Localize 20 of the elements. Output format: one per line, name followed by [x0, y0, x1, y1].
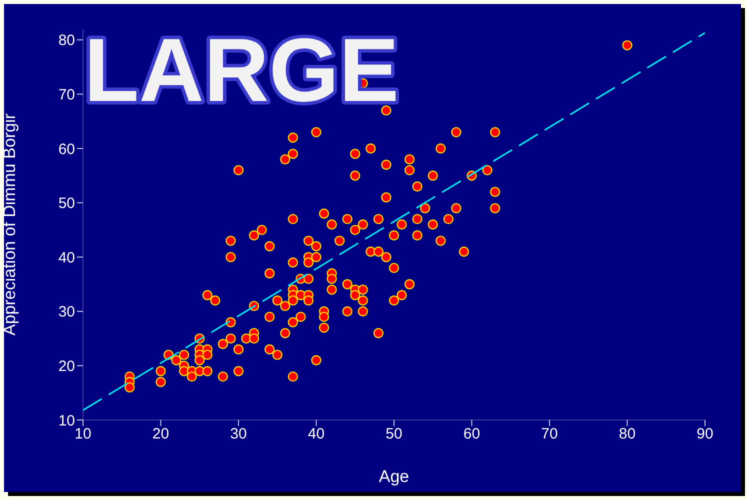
- y-tick-label: 30: [58, 304, 75, 321]
- x-tick-label: 20: [152, 426, 170, 443]
- x-axis-title: Age: [378, 467, 410, 486]
- x-tick-label: 90: [696, 426, 714, 443]
- x-tick-label: 40: [308, 426, 325, 443]
- x-tick-label: 70: [541, 426, 558, 443]
- y-tick-label: 20: [58, 358, 75, 376]
- x-tick-label: 30: [230, 426, 247, 443]
- x-tick-label: 80: [618, 426, 636, 443]
- y-tick-label: 60: [58, 140, 75, 158]
- y-axis-title: Appreciation of Dimmu Borgir: [0, 113, 20, 336]
- y-tick-label: 10: [58, 412, 75, 430]
- y-tick-label: 80: [58, 32, 75, 50]
- x-tick-label: 60: [463, 426, 480, 443]
- y-tick-label: 40: [58, 249, 75, 266]
- y-tick-label: 50: [58, 195, 75, 212]
- x-tick-label: 50: [386, 426, 402, 443]
- x-tick-label: 10: [74, 426, 92, 443]
- y-tick-label: 70: [58, 86, 75, 104]
- chart-title: LARGE: [84, 21, 399, 121]
